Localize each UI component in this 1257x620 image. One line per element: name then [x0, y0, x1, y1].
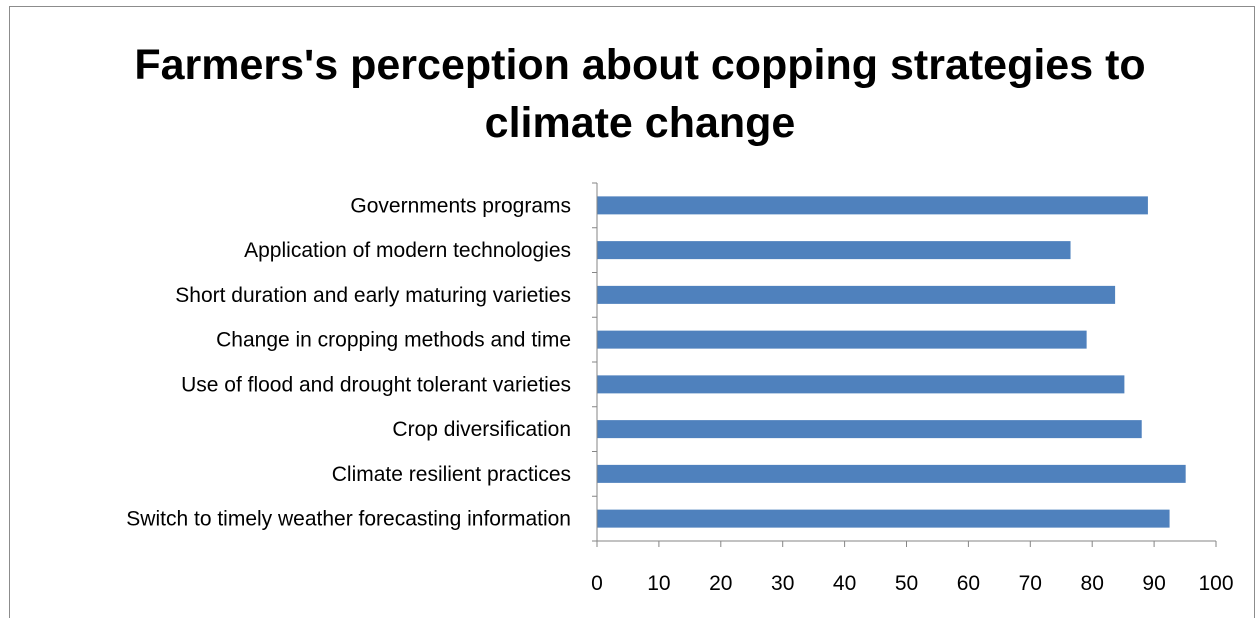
x-tick-label: 30 [771, 572, 794, 595]
category-label: Use of flood and drought tolerant variet… [181, 373, 571, 396]
tick-labels: 0 10 20 30 40 50 60 70 80 90 100 [591, 572, 1233, 595]
bar-1 [597, 241, 1071, 260]
category-label: Application of modern technologies [244, 239, 571, 262]
x-tick-label: 100 [1198, 572, 1233, 595]
category-label: Climate resilient practices [332, 463, 571, 486]
bar-7 [597, 509, 1170, 528]
x-tick-label: 60 [957, 572, 980, 595]
x-tick-label: 90 [1142, 572, 1165, 595]
category-labels: Governments programs Application of moder… [126, 194, 571, 530]
x-tick-label: 10 [647, 572, 670, 595]
category-label: Switch to timely weather forecasting inf… [126, 508, 571, 531]
x-tick-label: 70 [1019, 572, 1042, 595]
x-tick-label: 50 [895, 572, 918, 595]
bar-0 [597, 196, 1148, 215]
category-label: Change in cropping methods and time [216, 329, 571, 352]
x-tick-label: 40 [833, 572, 856, 595]
category-label: Short duration and early maturing variet… [175, 284, 571, 307]
category-label: Crop diversification [392, 418, 571, 441]
chart-title: Farmers's perception about copping strat… [134, 41, 1146, 147]
bar-4 [597, 375, 1125, 394]
bar-6 [597, 464, 1186, 483]
bar-2 [597, 285, 1116, 304]
x-tick-label: 0 [591, 572, 603, 595]
x-tick-label: 20 [709, 572, 732, 595]
axes-group [592, 182, 1217, 547]
chart-frame [9, 6, 1255, 618]
bar-5 [597, 420, 1142, 439]
x-tick-label: 80 [1081, 572, 1104, 595]
category-label: Governments programs [350, 194, 571, 217]
bars-group [597, 196, 1186, 528]
bar-3 [597, 330, 1087, 349]
